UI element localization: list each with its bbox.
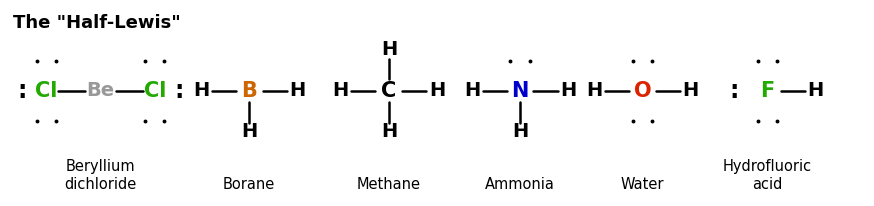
Text: H: H <box>560 81 576 100</box>
Text: :: : <box>17 79 26 103</box>
Text: :: : <box>175 79 184 103</box>
Text: H: H <box>381 40 397 59</box>
Text: H: H <box>683 81 698 100</box>
Text: H: H <box>193 81 209 100</box>
Text: H: H <box>381 122 397 141</box>
Text: F: F <box>760 81 774 101</box>
Text: Beryllium
dichloride: Beryllium dichloride <box>65 159 136 192</box>
Text: Borane: Borane <box>223 177 275 192</box>
Text: The "Half-Lewis": The "Half-Lewis" <box>13 14 181 32</box>
Text: H: H <box>429 81 445 100</box>
Text: H: H <box>586 81 602 100</box>
Text: O: O <box>634 81 651 101</box>
Text: C: C <box>381 81 397 101</box>
Text: B: B <box>241 81 257 101</box>
Text: Methane: Methane <box>357 177 421 192</box>
Text: H: H <box>333 81 349 100</box>
Text: Water: Water <box>621 177 664 192</box>
Text: H: H <box>808 81 823 100</box>
Text: H: H <box>241 122 257 141</box>
Text: H: H <box>464 81 480 100</box>
Text: Cl: Cl <box>35 81 58 101</box>
Text: Be: Be <box>87 81 114 100</box>
Text: H: H <box>289 81 305 100</box>
Text: H: H <box>512 122 528 141</box>
Text: :: : <box>730 79 739 103</box>
Text: Hydrofluoric
acid: Hydrofluoric acid <box>723 159 812 192</box>
Text: Cl: Cl <box>143 81 166 101</box>
Text: N: N <box>511 81 529 101</box>
Text: Ammonia: Ammonia <box>485 177 555 192</box>
